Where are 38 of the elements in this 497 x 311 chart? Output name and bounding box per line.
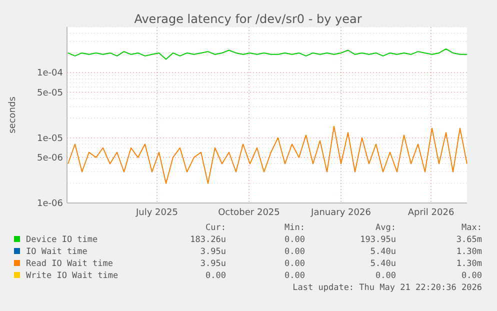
text: 5.40u [370, 259, 396, 269]
x-tick-label: January 2026 [310, 208, 372, 218]
text: 3.65m [456, 235, 482, 245]
text: 0.00 [206, 271, 226, 281]
chart-title: Average latency for /dev/sr0 - by year [134, 12, 362, 26]
text: 193.95u [360, 235, 396, 245]
text: 3.95u [200, 259, 226, 269]
text: Cur: [206, 223, 226, 233]
text: 1.30m [456, 259, 482, 269]
text: Last update: Thu May 21 22:20:36 2026 [292, 283, 482, 293]
text: Min: [284, 223, 305, 233]
text: 183.26u [190, 235, 226, 245]
line-series [68, 126, 468, 184]
text: 5.40u [370, 247, 396, 257]
text: 0.00 [284, 259, 305, 269]
text: 0.00 [462, 271, 482, 281]
y-tick-label: 1e-06 [37, 199, 64, 210]
y-tick-label: 5e-05 [37, 88, 63, 98]
y-axis-title: seconds [8, 96, 18, 134]
x-tick-label: April 2026 [408, 208, 454, 218]
legend-label: IO Wait time [26, 247, 88, 257]
text: 1.30m [456, 247, 482, 257]
text: Avg: [376, 223, 396, 233]
x-tick-label: July 2025 [135, 208, 178, 218]
y-tick-label: 5e-06 [37, 154, 64, 164]
text: 0.00 [284, 271, 305, 281]
text: 0.00 [284, 247, 305, 257]
y-tick-label: 1e-05 [37, 134, 63, 144]
text: 3.95u [200, 247, 226, 257]
line-series [68, 48, 468, 60]
legend-label: Device IO time [26, 235, 98, 245]
text: 0.00 [376, 271, 396, 281]
x-tick-label: October 2025 [218, 208, 280, 218]
text: 0.00 [284, 235, 305, 245]
text: Max: [462, 223, 482, 233]
legend-label: Read IO Wait time [26, 259, 113, 269]
legend-label: Write IO Wait time [26, 271, 118, 281]
y-tick-label: 1e-04 [37, 68, 64, 79]
